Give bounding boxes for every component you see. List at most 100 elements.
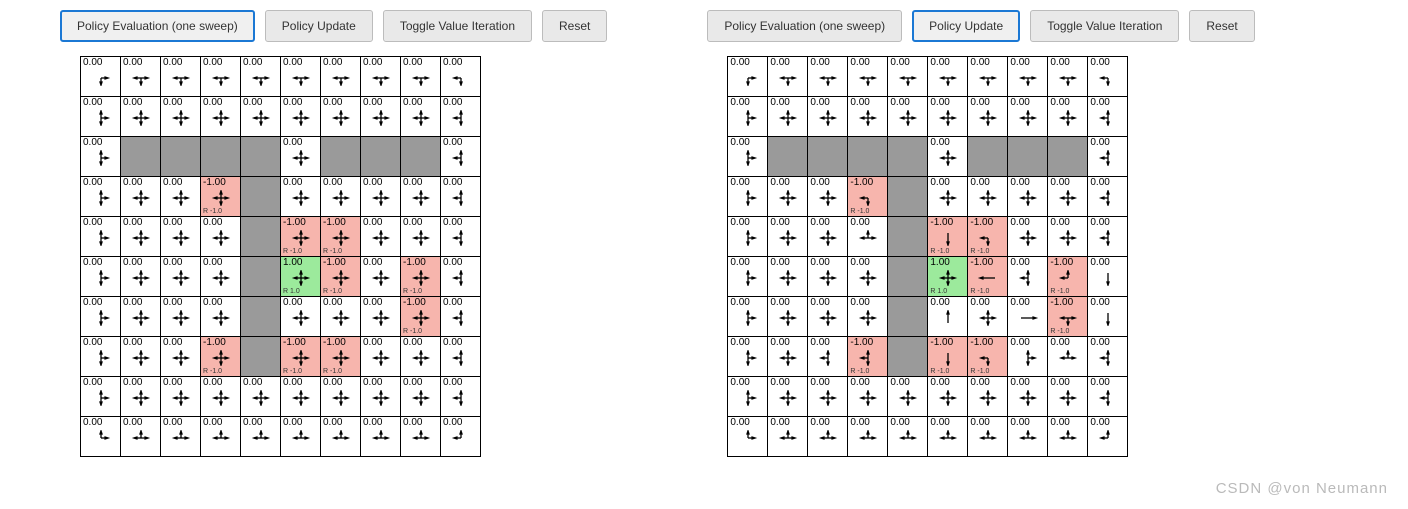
grid-cell: 0.00: [161, 177, 201, 217]
cell-value: 0.00: [1088, 177, 1127, 188]
grid-cell: 0.00: [1088, 337, 1128, 377]
grid-cell: 0.00: [968, 57, 1008, 97]
cell-value: 0.00: [441, 377, 480, 388]
cell-value: 0.00: [441, 417, 480, 428]
toggle-button[interactable]: Toggle Value Iteration: [383, 10, 532, 42]
grid-cell: 0.00: [401, 57, 441, 97]
cell-value: 0.00: [968, 297, 1007, 308]
grid-cell: 0.00: [848, 257, 888, 297]
grid-cell: 0.00: [1048, 217, 1088, 257]
cell-value: 0.00: [201, 417, 240, 428]
update-button[interactable]: Policy Update: [265, 10, 373, 42]
grid-cell: 0.00: [281, 177, 321, 217]
grid-cell: 0.00: [928, 177, 968, 217]
cell-value: 0.00: [888, 417, 927, 428]
policy-arrows: [288, 310, 314, 326]
grid-cell: 0.00: [728, 337, 768, 377]
policy-arrows: [128, 310, 154, 326]
cell-value: 0.00: [968, 57, 1007, 68]
policy-arrows: [408, 230, 434, 246]
cell-value: 0.00: [848, 377, 887, 388]
cell-value: 0.00: [401, 57, 440, 68]
policy-arrows: [408, 350, 434, 366]
policy-arrows: [1095, 390, 1121, 406]
policy-arrows: [1055, 270, 1081, 286]
policy-arrows: [855, 190, 881, 206]
policy-arrows: [288, 70, 314, 86]
grid-cell: 0.00: [321, 417, 361, 457]
grid-cell: 0.00: [241, 97, 281, 137]
grid-cell: 0.00: [808, 57, 848, 97]
cell-value: 0.00: [808, 337, 847, 348]
grid-cell: 0.00: [728, 137, 768, 177]
policy-arrows: [208, 310, 234, 326]
policy-arrows: [288, 390, 314, 406]
grid-cell: 0.00: [1048, 417, 1088, 457]
cell-value: 0.00: [81, 257, 120, 268]
policy-arrows: [1055, 70, 1081, 86]
policy-arrows: [975, 230, 1001, 246]
grid-cell: 0.00: [441, 297, 481, 337]
toggle-button[interactable]: Toggle Value Iteration: [1030, 10, 1179, 42]
cell-value: 0.00: [1088, 137, 1127, 148]
policy-arrows: [1095, 270, 1121, 286]
eval-button[interactable]: Policy Evaluation (one sweep): [707, 10, 902, 42]
policy-arrows: [168, 310, 194, 326]
policy-arrows: [448, 310, 474, 326]
grid-cell: 0.00: [808, 377, 848, 417]
update-button[interactable]: Policy Update: [912, 10, 1020, 42]
grid-cell: 0.00: [441, 97, 481, 137]
value-grid: 0.000.000.000.000.000.000.000.000.000.00…: [727, 56, 1128, 457]
policy-arrows: [408, 70, 434, 86]
grid-cell: 0.00: [161, 57, 201, 97]
cell-value: 0.00: [361, 297, 400, 308]
grid-cell: [121, 137, 161, 177]
policy-arrows: [248, 390, 274, 406]
grid-cell: 0.00: [768, 177, 808, 217]
cell-value: 0.00: [161, 337, 200, 348]
cell-value: 0.00: [161, 257, 200, 268]
cell-value: 0.00: [768, 297, 807, 308]
grid-cell: 0.00: [81, 417, 121, 457]
policy-arrows: [735, 310, 761, 326]
panel-right: Policy Evaluation (one sweep) Policy Upda…: [667, 10, 1254, 457]
cell-value: 0.00: [1008, 257, 1047, 268]
grid-cell: [888, 257, 928, 297]
grid-cell: 0.00: [928, 137, 968, 177]
policy-arrows: [895, 110, 921, 126]
cell-value: 0.00: [1048, 57, 1087, 68]
cell-value: 0.00: [728, 257, 767, 268]
cell-value: 0.00: [401, 417, 440, 428]
cell-value: -1.00: [401, 257, 440, 268]
policy-arrows: [975, 310, 1001, 326]
policy-arrows: [328, 270, 354, 286]
policy-arrows: [368, 70, 394, 86]
grid-cell: 0.00: [321, 57, 361, 97]
grid-cell: 0.00: [441, 137, 481, 177]
grid-cell: 0.00: [321, 177, 361, 217]
policy-arrows: [368, 270, 394, 286]
cell-reward: R -1.0: [970, 288, 989, 295]
grid-cell: 0.00: [848, 97, 888, 137]
policy-arrows: [895, 70, 921, 86]
reset-button[interactable]: Reset: [1189, 10, 1254, 42]
eval-button[interactable]: Policy Evaluation (one sweep): [60, 10, 255, 42]
grid-cell: 0.00: [768, 337, 808, 377]
cell-reward: R -1.0: [970, 368, 989, 375]
grid-cell: [888, 297, 928, 337]
policy-arrows: [1095, 150, 1121, 166]
grid-cell: 0.00: [81, 377, 121, 417]
policy-arrows: [775, 350, 801, 366]
grid-cell: 0.00: [808, 177, 848, 217]
cell-value: 0.00: [848, 257, 887, 268]
policy-arrows: [128, 390, 154, 406]
cell-value: 0.00: [1008, 417, 1047, 428]
cell-reward: R -1.0: [283, 368, 302, 375]
reset-button[interactable]: Reset: [542, 10, 607, 42]
grid-cell: 0.00: [121, 337, 161, 377]
policy-arrows: [1015, 110, 1041, 126]
policy-arrows: [855, 230, 881, 246]
cell-value: 0.00: [888, 377, 927, 388]
cell-value: 0.00: [241, 97, 280, 108]
policy-arrows: [368, 190, 394, 206]
